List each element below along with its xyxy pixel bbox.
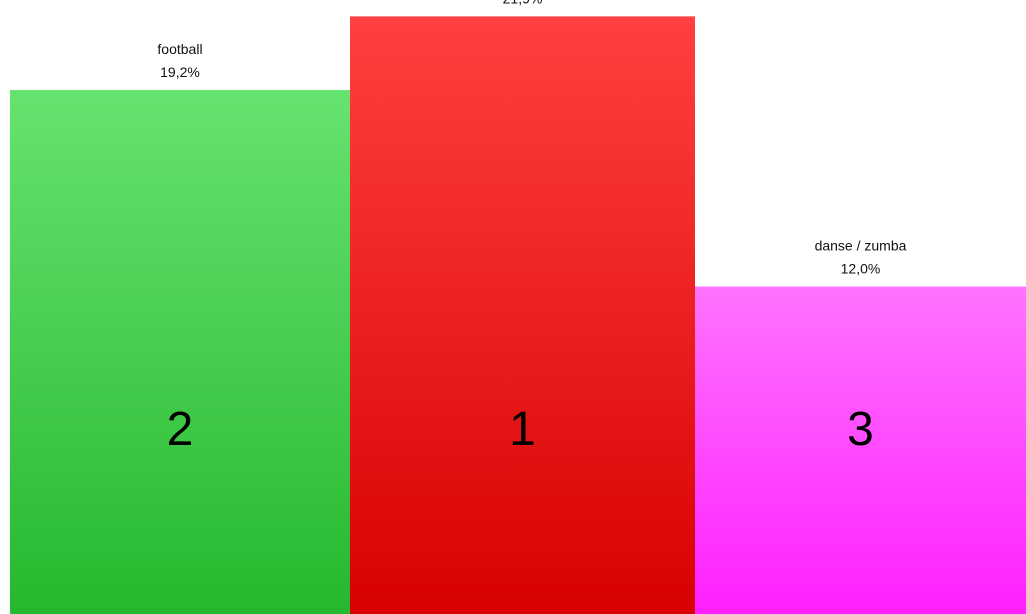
category-label: football [157, 41, 202, 57]
rank-number: 1 [509, 403, 536, 456]
value-label: 12,0% [841, 261, 881, 277]
rank-number: 3 [847, 403, 874, 456]
bar-3 [695, 286, 1026, 614]
rank-number: 2 [167, 403, 194, 456]
value-label: 21,9% [503, 0, 543, 6]
bars-layer [10, 16, 1026, 614]
value-label: 19,2% [160, 64, 200, 80]
bar-1 [10, 90, 350, 614]
category-label: danse / zumba [815, 238, 907, 254]
bar-2 [350, 16, 695, 614]
